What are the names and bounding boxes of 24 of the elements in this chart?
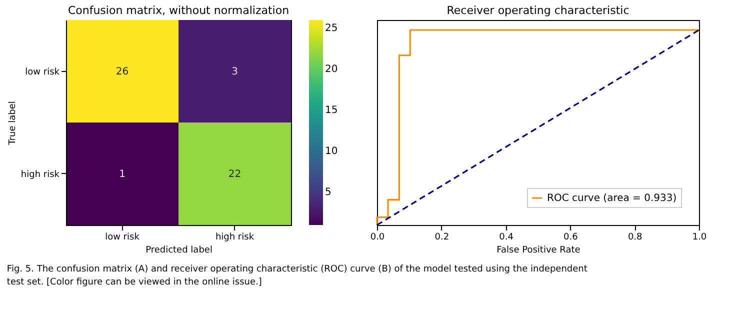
chart-title: Receiver operating characteristic: [446, 4, 630, 17]
x-tick-label: 0.2: [434, 232, 450, 242]
caption: Fig. 5. The confusion matrix (A) and receiver operating characteristic (ROC) curve (B) of the model tested using the independent test set. [Color figure can be viewed in the online issue.]: [6, 264, 588, 288]
x-tick-label: 0.0: [370, 232, 385, 242]
x-tick-label: 1.0: [692, 232, 707, 242]
x-tick-label: 0.4: [499, 232, 514, 242]
color-bar-label: 10: [325, 146, 338, 158]
chart-title: Confusion matrix, without normalization: [68, 4, 290, 17]
color-bar-label: 15: [325, 105, 338, 116]
color-bar-label: 5: [325, 187, 332, 198]
x-axis-title: Predicted label: [146, 246, 212, 256]
x-tick-label: 0.8: [628, 232, 643, 242]
x-axis-title: False Positive Rate: [496, 246, 581, 256]
data-label: 3: [232, 66, 238, 78]
x-tick-label: 0.6: [564, 232, 578, 242]
y-axis-title: True label: [8, 101, 18, 146]
data-label: 26: [116, 66, 129, 78]
color-bar-label: 20: [325, 64, 338, 76]
x-tick-label: low risk: [105, 232, 140, 242]
data-label: 22: [228, 168, 242, 180]
color-bar-label: 25: [325, 23, 338, 34]
legend-label: ROC curve (area = 0.933): [547, 193, 677, 204]
x-tick-label: high risk: [215, 232, 255, 242]
data-label: 1: [119, 168, 126, 180]
